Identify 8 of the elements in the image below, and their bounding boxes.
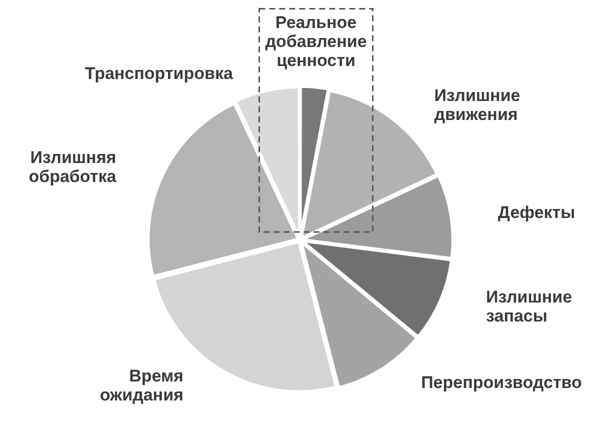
slice-label: Излишние движения bbox=[434, 86, 520, 124]
slice-label: Излишняя обработка bbox=[28, 148, 117, 186]
slice-label: Транспортировка bbox=[84, 64, 234, 83]
slice-label: Время ожидания bbox=[100, 366, 184, 405]
slice-label: Дефекты bbox=[498, 203, 576, 222]
slice-label: Перепроизводство bbox=[421, 373, 582, 392]
slice-label: Излишние запасы bbox=[486, 288, 572, 326]
slice-label: Реальное добавление ценности bbox=[265, 12, 367, 70]
